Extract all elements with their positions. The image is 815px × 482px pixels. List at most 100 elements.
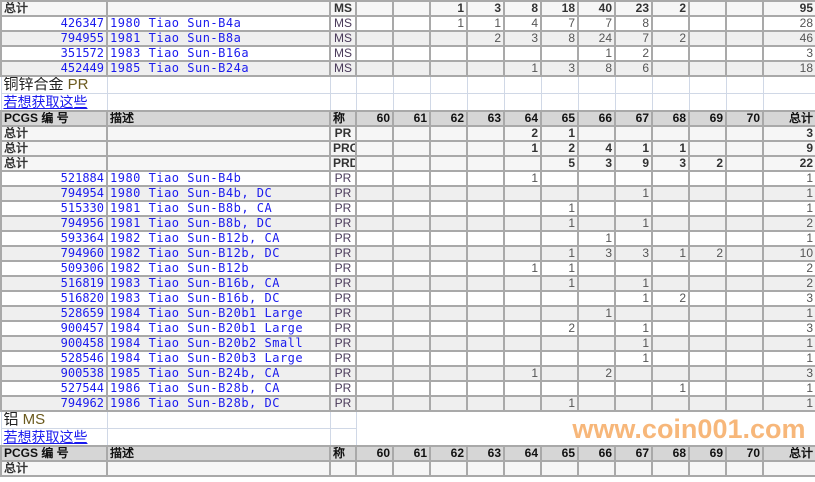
header-grade-62[interactable]: 62 [429,445,468,462]
header-grade-65[interactable]: 65 [540,445,579,462]
pcgs-number-link[interactable]: 516820 [0,290,108,307]
header-grade-64[interactable]: 64 [503,445,542,462]
grade-count-67[interactable]: 2 [614,45,653,62]
pcgs-number-link[interactable]: 794956 [0,215,108,232]
pcgs-number-link[interactable]: 528546 [0,350,108,367]
grade-count-65[interactable]: 8 [540,30,579,47]
coin-description-link[interactable]: 1980 Tiao Sun-B4b [106,170,331,187]
header-grade-67[interactable]: 67 [614,110,653,127]
pcgs-number-link[interactable]: 515330 [0,200,108,217]
pcgs-number-link[interactable]: 593364 [0,230,108,247]
pcgs-number-link[interactable]: 516819 [0,275,108,292]
coin-description-link[interactable]: 1981 Tiao Sun-B8b, CA [106,200,331,217]
coin-description-link[interactable]: 1981 Tiao Sun-B8b, DC [106,215,331,232]
coin-description-link[interactable]: 1982 Tiao Sun-B12b, CA [106,230,331,247]
coin-description-link[interactable]: 1980 Tiao Sun-B4a [106,15,331,32]
coin-description-link[interactable]: 1983 Tiao Sun-B16a [106,45,331,62]
grade-count-69[interactable]: 2 [688,245,727,262]
coin-description-link[interactable]: 1983 Tiao Sun-B16b, DC [106,290,331,307]
header-grade-65[interactable]: 65 [540,110,579,127]
grade-count-63[interactable]: 2 [466,30,505,47]
coin-description-link[interactable]: 1981 Tiao Sun-B8a [106,30,331,47]
grade-count-65[interactable]: 2 [540,320,579,337]
coin-description-link[interactable]: 1985 Tiao Sun-B24a [106,60,331,77]
grade-count-67[interactable]: 1 [614,275,653,292]
pcgs-number-link[interactable]: 351572 [0,45,108,62]
pcgs-number-link[interactable]: 794954 [0,185,108,202]
coin-description-link[interactable]: 1986 Tiao Sun-B28b, CA [106,380,331,397]
grade-count-66[interactable]: 8 [577,60,616,77]
header-grade-64[interactable]: 64 [503,110,542,127]
grade-count-66[interactable]: 24 [577,30,616,47]
grade-count-67[interactable]: 7 [614,30,653,47]
grade-count-65[interactable]: 1 [540,200,579,217]
header-grade-69[interactable]: 69 [688,110,727,127]
grade-count-68[interactable]: 1 [651,380,690,397]
coin-description-link[interactable]: 1980 Tiao Sun-B4b, DC [106,185,331,202]
grade-count-64[interactable]: 4 [503,15,542,32]
grade-count-65[interactable]: 1 [540,245,579,262]
pcgs-number-link[interactable]: 794955 [0,30,108,47]
grade-count-66[interactable]: 3 [577,245,616,262]
grade-count-67[interactable]: 1 [614,335,653,352]
grade-count-67[interactable]: 1 [614,290,653,307]
grade-count-65[interactable]: 1 [540,260,579,277]
get-these-link[interactable]: 若想获取这些 [0,428,108,447]
pcgs-number-link[interactable]: 794962 [0,395,108,412]
grade-count-64[interactable]: 1 [503,260,542,277]
header-grade-67[interactable]: 67 [614,445,653,462]
header-grade-70[interactable]: 70 [725,445,764,462]
grade-count-68[interactable]: 1 [651,245,690,262]
grade-count-67[interactable]: 3 [614,245,653,262]
coin-description-link[interactable]: 1984 Tiao Sun-B20b2 Small [106,335,331,352]
grade-count-68[interactable]: 2 [651,30,690,47]
grade-count-64[interactable]: 1 [503,60,542,77]
grade-count-65[interactable]: 1 [540,395,579,412]
header-grade-61[interactable]: 61 [392,445,431,462]
grade-count-67[interactable]: 1 [614,350,653,367]
header-grade-60[interactable]: 60 [355,445,394,462]
pcgs-number-link[interactable]: 900538 [0,365,108,382]
grade-count-68[interactable]: 2 [651,290,690,307]
pcgs-number-link[interactable]: 528659 [0,305,108,322]
grade-count-65[interactable]: 1 [540,215,579,232]
header-grade-63[interactable]: 63 [466,445,505,462]
pcgs-number-link[interactable]: 900458 [0,335,108,352]
grade-count-65[interactable]: 1 [540,275,579,292]
grade-count-67[interactable]: 1 [614,215,653,232]
grade-count-63[interactable]: 1 [466,15,505,32]
coin-description-link[interactable]: 1984 Tiao Sun-B20b1 Large [106,320,331,337]
header-grade-68[interactable]: 68 [651,445,690,462]
grade-count-67[interactable]: 1 [614,185,653,202]
pcgs-number-link[interactable]: 794960 [0,245,108,262]
grade-count-64[interactable]: 3 [503,30,542,47]
coin-description-link[interactable]: 1986 Tiao Sun-B28b, DC [106,395,331,412]
header-grade-66[interactable]: 66 [577,110,616,127]
grade-count-67[interactable]: 6 [614,60,653,77]
header-grade-70[interactable]: 70 [725,110,764,127]
grade-count-66[interactable]: 1 [577,230,616,247]
header-grade-62[interactable]: 62 [429,110,468,127]
grade-count-66[interactable]: 1 [577,305,616,322]
pcgs-number-link[interactable]: 521884 [0,170,108,187]
pcgs-number-link[interactable]: 426347 [0,15,108,32]
pcgs-number-link[interactable]: 900457 [0,320,108,337]
coin-description-link[interactable]: 1983 Tiao Sun-B16b, CA [106,275,331,292]
coin-description-link[interactable]: 1982 Tiao Sun-B12b [106,260,331,277]
grade-count-62[interactable]: 1 [429,15,468,32]
header-grade-68[interactable]: 68 [651,110,690,127]
pcgs-number-link[interactable]: 509306 [0,260,108,277]
pcgs-number-link[interactable]: 452449 [0,60,108,77]
grade-count-65[interactable]: 7 [540,15,579,32]
grade-count-64[interactable]: 1 [503,170,542,187]
header-grade-61[interactable]: 61 [392,110,431,127]
grade-count-66[interactable]: 7 [577,15,616,32]
header-grade-60[interactable]: 60 [355,110,394,127]
grade-count-67[interactable]: 1 [614,320,653,337]
header-grade-63[interactable]: 63 [466,110,505,127]
coin-description-link[interactable]: 1982 Tiao Sun-B12b, DC [106,245,331,262]
header-grade-69[interactable]: 69 [688,445,727,462]
coin-description-link[interactable]: 1984 Tiao Sun-B20b3 Large [106,350,331,367]
grade-count-67[interactable]: 8 [614,15,653,32]
get-these-link[interactable]: 若想获取这些 [0,93,108,112]
